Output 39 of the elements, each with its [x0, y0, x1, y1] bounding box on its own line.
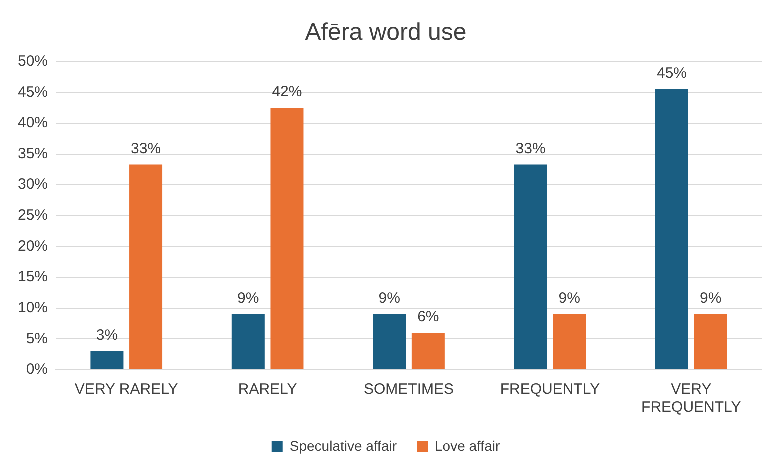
data-label: 33% [516, 140, 546, 158]
y-tick-label: 0% [26, 361, 48, 378]
x-tick-label: FREQUENTLY [500, 381, 600, 398]
bar [90, 352, 124, 370]
data-label: 33% [131, 140, 162, 158]
bar [514, 164, 548, 370]
bar [373, 314, 406, 370]
y-tick-label: 50% [18, 52, 48, 70]
y-tick-label: 40% [18, 114, 48, 132]
bar [130, 164, 163, 370]
y-tick-label: 35% [18, 145, 48, 162]
data-label: 6% [418, 308, 440, 326]
data-label: 9% [558, 290, 580, 308]
bar [655, 90, 688, 370]
bar [694, 314, 728, 370]
bar [232, 314, 265, 370]
y-tick-label: 15% [18, 268, 48, 286]
y-tick-label: 25% [18, 207, 48, 224]
data-label: 45% [656, 65, 688, 82]
legend-label: Speculative affair [290, 438, 398, 454]
y-tick-label: 45% [18, 84, 48, 101]
x-tick-label: VERY RARELY [74, 381, 178, 398]
x-tick-label: RARELY [238, 381, 298, 398]
data-label: 9% [700, 290, 722, 308]
data-label: 9% [378, 290, 400, 308]
y-tick-label: 10% [18, 300, 48, 316]
x-tick-label: VERY FREQUENTLY [642, 381, 742, 416]
data-label: 9% [238, 290, 260, 308]
x-tick-label: SOMETIMES [364, 381, 454, 398]
bar [412, 333, 445, 370]
bar [270, 108, 304, 370]
y-tick-label: 30% [18, 176, 48, 194]
bar [553, 314, 586, 370]
data-label: 42% [272, 84, 302, 101]
chart-title: Afēra word use [305, 19, 467, 46]
y-tick-label: 20% [18, 238, 48, 255]
data-label: 3% [96, 327, 118, 344]
legend-label: Love affair [435, 438, 500, 454]
y-tick-label: 5% [26, 330, 48, 348]
